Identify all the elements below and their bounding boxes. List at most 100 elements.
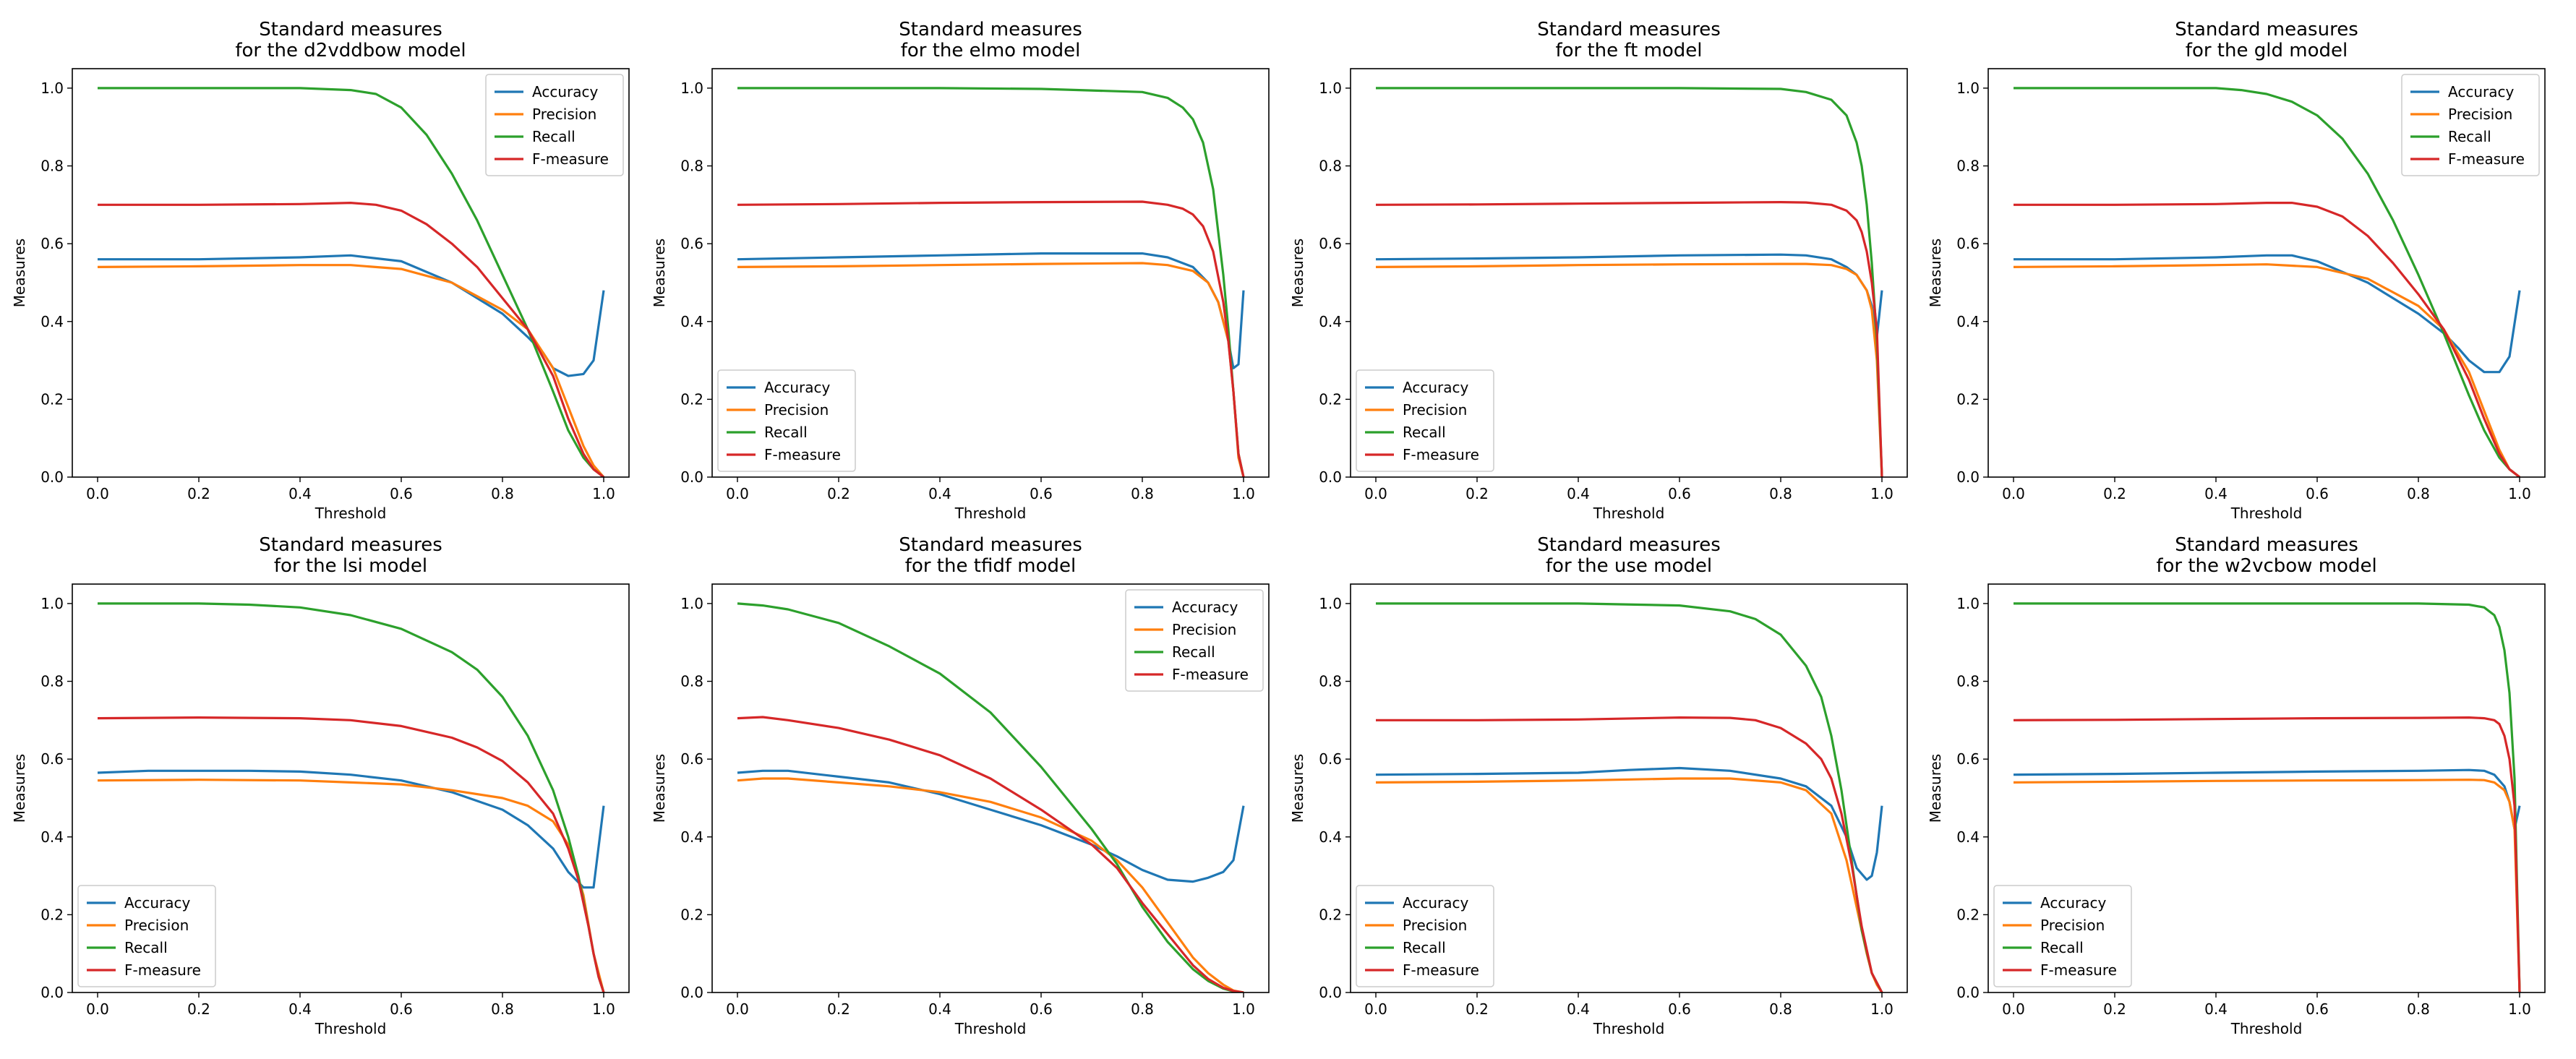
y-tick-label: 0.6 [1956,235,1980,252]
chart-title-line: for the gld model [2186,40,2348,61]
legend-label: F-measure [764,446,841,463]
series-line-fmeasure [98,202,604,477]
chart-title-line: for the d2vddbow model [235,40,466,61]
series-line-recall [737,602,1244,992]
legend-label: Recall [1403,424,1446,441]
x-tick-label: 0.6 [1030,485,1053,502]
x-tick-label: 0.0 [726,1000,749,1018]
series-line-recall [2014,602,2521,992]
plot-frame [72,68,630,478]
plot-frame [1350,583,1908,993]
legend-label: Recall [2448,128,2491,145]
legend-label: Accuracy [1403,894,1468,912]
x-tick-label: 0.8 [2407,1000,2430,1018]
x-axis-label: Threshold [2230,1020,2303,1037]
legend-label: F-measure [1403,961,1479,979]
x-tick-label: 0.4 [2204,1000,2228,1018]
legend: Accuracy Precision Recall F-measure [1356,369,1494,472]
plot-frame [1350,68,1908,478]
y-tick-label: 0.0 [1319,984,1342,1001]
y-tick-label: 0.4 [40,313,64,330]
x-tick-label: 1.0 [1232,485,1255,502]
chart-title-line: for the tfidf model [905,555,1076,577]
y-tick-label: 0.8 [1319,673,1342,690]
x-tick-label: 0.2 [2103,1000,2126,1018]
series-line-accuracy [1375,766,1883,881]
x-tick-label: 0.0 [2002,485,2025,502]
series-line-fmeasure [2013,716,2521,992]
y-axis-label: Measures [11,754,28,823]
y-tick-label: 1.0 [680,80,703,97]
y-tick-label: 0.4 [680,313,703,330]
x-tick-label: 0.6 [390,485,413,502]
y-tick-label: 0.6 [40,750,64,768]
y-tick-label: 0.0 [680,468,703,486]
x-tick-label: 0.0 [1364,1000,1387,1018]
x-tick-label: 0.8 [491,485,514,502]
legend-label: Precision [764,401,829,419]
x-tick-label: 0.4 [1567,485,1590,502]
series-line-precision [2013,263,2520,477]
legend-label: Accuracy [124,894,190,912]
legend-label: Precision [1403,917,1467,934]
series-line-fmeasure [737,716,1244,992]
legend-label: F-measure [1403,446,1479,463]
y-axis-label: Measures [1289,239,1306,307]
x-tick-label: 0.0 [1364,485,1387,502]
legend-label: Recall [1172,643,1215,661]
chart-title-line: Standard measures [259,534,442,556]
x-axis-label: Threshold [1593,1020,1665,1037]
plot-frame [1987,583,2546,993]
series-line-accuracy [98,254,605,377]
legend-label: F-measure [2448,150,2525,168]
legend-box [77,885,216,987]
legend: Accuracy Precision Recall F-measure [2401,74,2540,176]
x-tick-label: 0.8 [491,1000,514,1018]
series-line-precision [97,264,605,477]
x-axis-label: Threshold [314,505,387,522]
series-line-fmeasure [1376,716,1883,992]
chart-title-line: for the ft model [1555,40,1702,61]
chart-title-line: Standard measures [1537,534,1721,556]
x-tick-label: 0.4 [288,1000,312,1018]
legend-label: Precision [1403,401,1467,419]
y-axis-label: Measures [1927,239,1944,307]
y-tick-label: 0.8 [1319,158,1342,175]
x-tick-label: 0.6 [1668,1000,1691,1018]
y-tick-label: 0.0 [1956,984,1980,1001]
y-tick-label: 0.2 [40,906,64,923]
chart-title-line: Standard measures [899,534,1082,556]
y-tick-label: 0.0 [40,984,64,1001]
legend-box [1356,369,1494,472]
x-tick-label: 0.6 [2306,485,2329,502]
y-tick-label: 0.6 [1956,750,1980,768]
series-line-recall [98,87,604,477]
y-tick-label: 1.0 [680,595,703,612]
legend: Accuracy Precision Recall F-measure [717,369,856,472]
x-tick-label: 0.4 [288,485,312,502]
legend-label: Precision [124,917,189,934]
y-tick-label: 0.6 [1319,235,1342,252]
y-tick-label: 0.2 [1956,390,1980,408]
series-line-fmeasure [97,716,605,992]
legend-label: Recall [2040,939,2084,956]
x-axis-label: Threshold [954,1020,1027,1037]
legend-label: Accuracy [2040,894,2106,912]
x-tick-label: 0.6 [1030,1000,1053,1018]
x-tick-label: 0.0 [86,485,109,502]
x-tick-label: 0.0 [2002,1000,2025,1018]
chart-title-line: for the w2vcbow model [2156,555,2376,577]
chart-title-line: Standard measures [2175,534,2358,556]
series-line-accuracy [737,769,1245,883]
series-line-accuracy [2014,254,2521,374]
x-tick-label: 0.8 [1131,485,1154,502]
legend-label: Recall [1403,939,1446,956]
y-tick-label: 0.8 [40,673,64,690]
y-tick-label: 0.6 [680,235,703,252]
x-tick-label: 0.4 [928,485,951,502]
x-tick-label: 0.2 [187,1000,210,1018]
plot-frame [711,68,1270,478]
legend: Accuracy Precision Recall F-measure [1993,885,2132,987]
